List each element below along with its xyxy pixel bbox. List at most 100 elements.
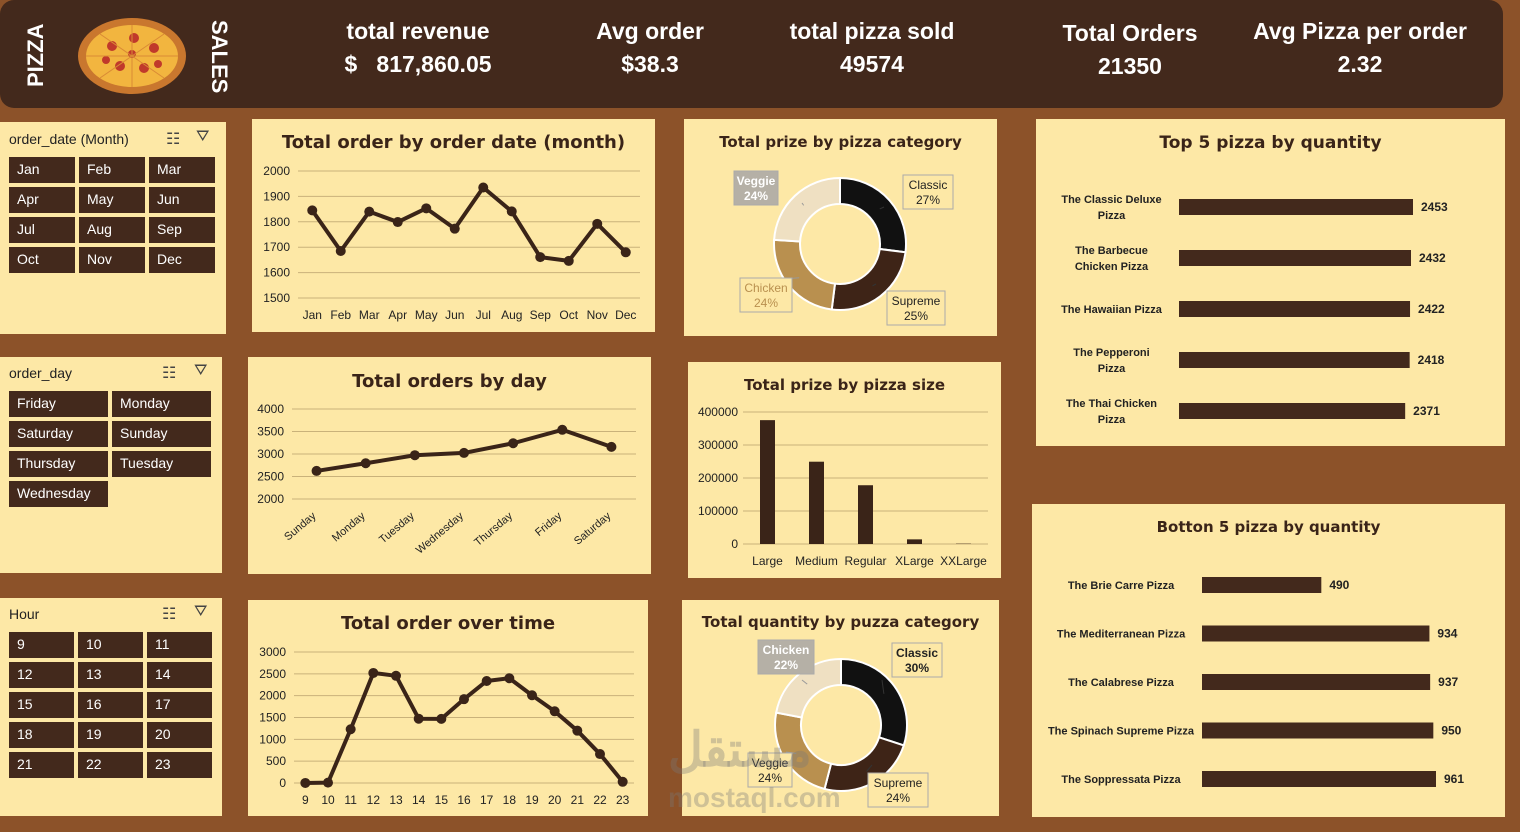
x-tick-label: Feb xyxy=(330,308,351,322)
slicer-title: order_day xyxy=(9,365,73,381)
slice-label: Classic xyxy=(896,646,938,660)
hour-button-13[interactable]: 13 xyxy=(77,661,144,689)
hour-button-15[interactable]: 15 xyxy=(8,691,75,719)
x-tick-label: 22 xyxy=(593,793,607,807)
slice-label: Veggie xyxy=(752,756,789,770)
chart-panel-orders-by-hour: Total order over time 0 500 1000 1500 2000 25… xyxy=(248,600,648,816)
hour-button-10[interactable]: 10 xyxy=(77,631,144,659)
data-point xyxy=(413,713,424,724)
label-box xyxy=(891,642,943,678)
hour-button-22[interactable]: 22 xyxy=(77,751,144,779)
label-box xyxy=(733,170,779,206)
clear-filter-icon[interactable]: ⛛ xyxy=(194,362,208,379)
month-button-dec[interactable]: Dec xyxy=(148,246,216,274)
data-point xyxy=(307,205,318,216)
data-point xyxy=(391,670,401,681)
hour-button-11[interactable]: 11 xyxy=(146,631,213,659)
leader-line xyxy=(872,283,877,287)
x-tick-label: Wednesday xyxy=(414,510,466,557)
x-tick-label: 15 xyxy=(435,793,449,807)
data-point xyxy=(345,724,356,735)
slicer-month: order_date (Month) ☷ ⛛ Jan Feb Mar Apr May Ju… xyxy=(0,122,226,334)
multi-select-icon[interactable]: ☷ xyxy=(166,131,181,148)
category-label: Chicken Pizza xyxy=(1075,261,1149,273)
bar xyxy=(1202,625,1430,642)
y-tick-label: 3500 xyxy=(257,425,284,439)
category-label: The Hawaiian Pizza xyxy=(1061,304,1163,316)
month-button-sep[interactable]: Sep xyxy=(148,216,216,244)
hour-button-23[interactable]: 23 xyxy=(146,751,213,779)
month-button-may[interactable]: May xyxy=(78,186,146,214)
kpi-value: 21350 xyxy=(1098,53,1162,79)
data-point xyxy=(549,706,560,717)
x-tick-label: Jan xyxy=(303,308,322,322)
clear-filter-icon[interactable]: ⛛ xyxy=(194,603,208,620)
month-button-oct[interactable]: Oct xyxy=(8,246,76,274)
category-label: The Classic Deluxe xyxy=(1061,194,1161,206)
category-label: The Soppressata Pizza xyxy=(1061,774,1181,786)
clear-filter-icon[interactable]: ⛛ xyxy=(196,128,210,145)
hour-button-21[interactable]: 21 xyxy=(8,751,75,779)
month-button-apr[interactable]: Apr xyxy=(8,186,76,214)
multi-select-icon[interactable]: ☷ xyxy=(162,365,177,382)
day-button-sunday[interactable]: Sunday xyxy=(111,420,212,448)
hour-button-18[interactable]: 18 xyxy=(8,721,75,749)
slice-pct: 24% xyxy=(886,791,910,805)
y-tick-label: 400000 xyxy=(698,405,738,419)
label-box xyxy=(902,174,954,210)
day-button-friday[interactable]: Friday xyxy=(8,390,109,418)
slice-label: Chicken xyxy=(744,281,787,295)
month-button-jul[interactable]: Jul xyxy=(8,216,76,244)
kpi-value: 49574 xyxy=(840,51,904,77)
chart-title: Total order by order date (month) xyxy=(281,132,626,153)
hour-button-12[interactable]: 12 xyxy=(8,661,75,689)
month-button-aug[interactable]: Aug xyxy=(78,216,146,244)
day-button-thursday[interactable]: Thursday xyxy=(8,450,109,478)
chart-panel-quantity-by-category: Total quantity by puzza category Classic… xyxy=(682,600,999,816)
x-tick-label: Jun xyxy=(445,308,464,322)
hour-button-17[interactable]: 17 xyxy=(146,691,213,719)
x-tick-label: Friday xyxy=(533,510,565,539)
multi-select-icon[interactable]: ☷ xyxy=(162,606,177,623)
y-tick-label: 500 xyxy=(266,754,286,768)
slice-pct: 24% xyxy=(754,296,778,310)
month-button-feb[interactable]: Feb xyxy=(78,156,146,184)
y-tick-label: 1000 xyxy=(259,732,286,746)
hour-button-19[interactable]: 19 xyxy=(77,721,144,749)
day-button-wednesday[interactable]: Wednesday xyxy=(8,480,109,508)
data-point xyxy=(478,182,489,193)
kpi-value: 2.32 xyxy=(1337,51,1383,77)
category-label: The Calabrese Pizza xyxy=(1068,677,1175,689)
slice-pct: 22% xyxy=(774,658,798,672)
slice-label: Supreme xyxy=(892,294,941,308)
hour-button-14[interactable]: 14 xyxy=(146,661,213,689)
hour-button-20[interactable]: 20 xyxy=(146,721,213,749)
hour-button-9[interactable]: 9 xyxy=(8,631,75,659)
month-button-nov[interactable]: Nov xyxy=(78,246,146,274)
data-label: 490 xyxy=(1329,578,1349,592)
month-button-jan[interactable]: Jan xyxy=(8,156,76,184)
chart-panel-top5: Top 5 pizza by quantity 2453 The Classic … xyxy=(1036,119,1505,446)
category-label: The Pepperoni xyxy=(1073,347,1149,359)
data-point xyxy=(481,675,492,686)
day-button-tuesday[interactable]: Tuesday xyxy=(111,450,212,478)
slice-pct: 27% xyxy=(916,193,940,207)
kpi-total-orders: Total Orders 21350 xyxy=(1040,20,1220,80)
day-button-saturday[interactable]: Saturday xyxy=(8,420,109,448)
hour-button-16[interactable]: 16 xyxy=(77,691,144,719)
x-tick-label: 23 xyxy=(616,793,630,807)
day-button-monday[interactable]: Monday xyxy=(111,390,212,418)
y-tick-label: 3000 xyxy=(259,645,286,659)
data-point xyxy=(421,203,432,214)
month-button-jun[interactable]: Jun xyxy=(148,186,216,214)
category-label: The Brie Carre Pizza xyxy=(1068,580,1175,592)
x-tick-label: XLarge xyxy=(895,554,934,568)
month-button-mar[interactable]: Mar xyxy=(148,156,216,184)
x-tick-label: 14 xyxy=(412,793,426,807)
slicer-title: Hour xyxy=(9,606,40,622)
data-label: 961 xyxy=(1444,772,1464,786)
data-point xyxy=(360,458,371,469)
x-tick-label: 9 xyxy=(302,793,309,807)
